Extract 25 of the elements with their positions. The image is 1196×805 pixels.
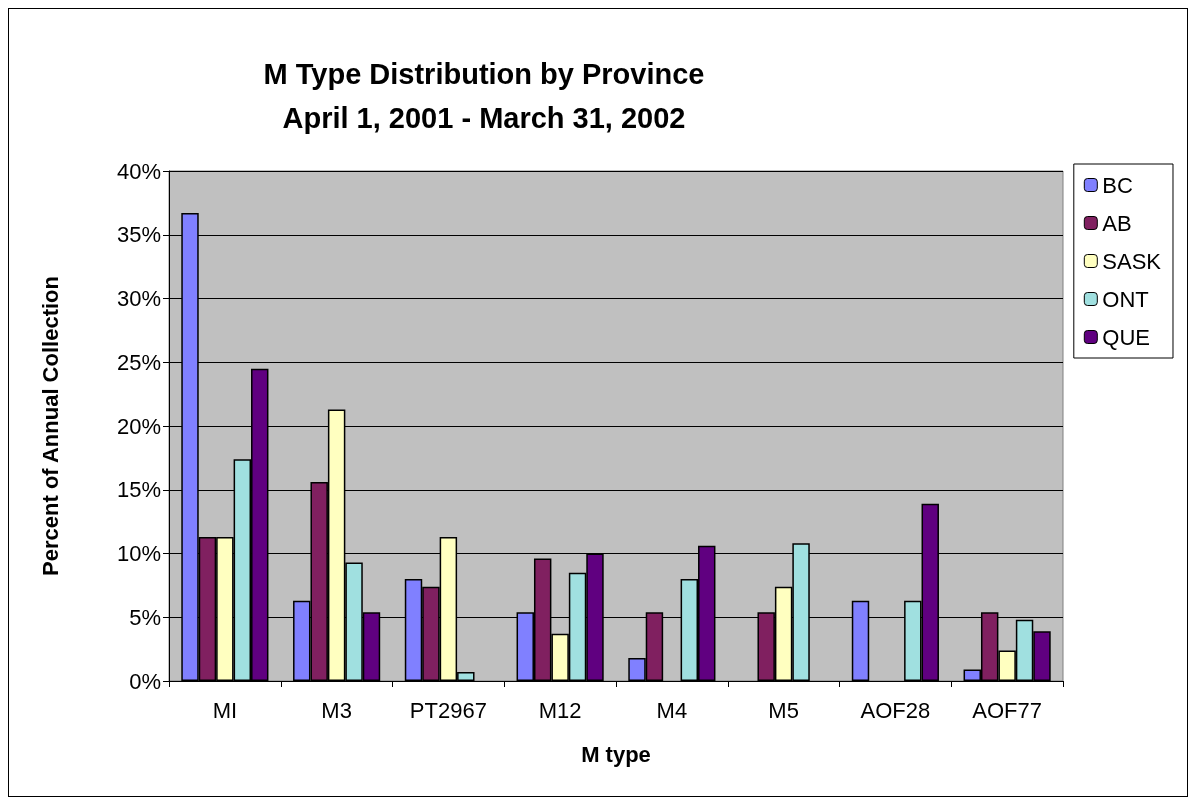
x-tick-label: M3 xyxy=(321,697,352,723)
x-axis-title: M type xyxy=(581,741,651,767)
y-tick-label: 5% xyxy=(129,604,161,630)
y-tick-label: 30% xyxy=(116,286,161,311)
y-tick-label: 15% xyxy=(116,477,161,503)
chart-title: M Type Distribution by Province April 1, 2001 - March 31, 2002 xyxy=(263,58,705,134)
legend-label: BC xyxy=(1102,172,1133,198)
y-tick-label: 40% xyxy=(116,158,161,184)
legend-label: QUE xyxy=(1102,324,1150,350)
legend-label: ONT xyxy=(1102,286,1149,312)
x-tick-label: PT2967 xyxy=(409,697,487,723)
x-tick-label: M12 xyxy=(538,697,582,723)
y-tick-label: 35% xyxy=(116,222,161,248)
x-tick-label: M5 xyxy=(768,697,799,723)
legend-label: SASK xyxy=(1102,248,1162,274)
x-tick-label: MI xyxy=(212,697,238,723)
y-tick-label: 0% xyxy=(129,668,161,694)
x-tick-label: AOF28 xyxy=(860,697,931,723)
y-axis-title: Percent of Annual Collection xyxy=(37,276,63,576)
x-tick-label: AOF77 xyxy=(972,697,1042,723)
x-tick-label: M4 xyxy=(656,697,688,723)
y-tick-label: 20% xyxy=(116,413,161,439)
y-tick-label: 10% xyxy=(116,541,161,566)
y-tick-label: 25% xyxy=(116,349,161,375)
legend-label: AB xyxy=(1102,210,1132,236)
